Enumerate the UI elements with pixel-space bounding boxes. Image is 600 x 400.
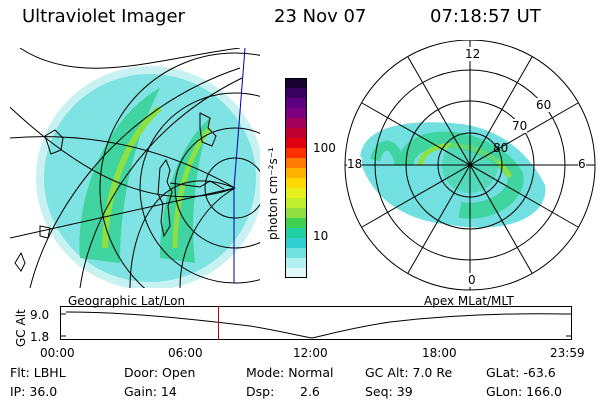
mlat-label-70: 70 — [512, 119, 528, 133]
colorbar-segment — [285, 218, 307, 229]
colorbar-segment — [285, 228, 307, 239]
alt-tick-1-8: 1.8 — [30, 330, 50, 344]
door-info: Door: Open — [124, 365, 196, 380]
dsp-value: 2.6 — [300, 384, 320, 399]
time-label: 07:18:57 UT — [430, 6, 541, 27]
time-tick-0600: 06:00 — [168, 346, 203, 360]
colorbar-segment — [285, 258, 307, 269]
geographic-panel-label: Geographic Lat/Lon — [68, 294, 186, 308]
colorbar-segment — [285, 238, 307, 249]
time-tick-0000: 00:00 — [40, 346, 75, 360]
mlt-label-18: 18 — [347, 157, 363, 171]
mode-info: Mode: Normal — [246, 365, 334, 380]
colorbar-segment — [285, 198, 307, 209]
dsp-label: Dsp: — [246, 384, 275, 399]
time-tick-1800: 18:00 — [422, 346, 457, 360]
colorbar-segment — [285, 88, 307, 99]
colorbar-segment — [285, 108, 307, 119]
colorbar-segment — [285, 148, 307, 159]
glat-info: GLat: -63.6 — [486, 365, 556, 380]
gain-info: Gain: 14 — [124, 384, 177, 399]
polar-auroral-image — [344, 40, 596, 291]
colorbar-segment — [285, 208, 307, 219]
colorbar-segment — [285, 78, 307, 89]
colorbar-segment — [285, 268, 307, 278]
time-tick-1200: 12:00 — [293, 346, 328, 360]
colorbar-segment — [285, 98, 307, 109]
altitude-plot — [60, 306, 572, 340]
colorbar-tick-10: 10 — [313, 229, 329, 243]
colorbar — [285, 78, 307, 278]
alt-axis-label: GC Alt — [14, 309, 28, 347]
mlt-label-6: 6 — [578, 157, 586, 171]
mlat-label-80: 80 — [493, 141, 509, 155]
ip-info: IP: 36.0 — [10, 384, 58, 399]
glon-info: GLon: 166.0 — [486, 384, 562, 399]
colorbar-segment — [285, 248, 307, 259]
colorbar-unit-label: photon cm⁻²s⁻¹ — [266, 147, 280, 240]
filter-info: Flt: LBHL — [10, 365, 66, 380]
mlt-label-12: 12 — [465, 47, 481, 61]
gc-alt-info: GC Alt: 7.0 Re — [365, 365, 453, 380]
alt-tick-9-0: 9.0 — [30, 308, 50, 322]
colorbar-segment — [285, 158, 307, 169]
colorbar-segment — [285, 118, 307, 129]
mlt-label-0: 0 — [468, 273, 476, 287]
geographic-auroral-image — [10, 48, 260, 288]
polar-panel-label: Apex MLat/MLT — [424, 294, 514, 308]
colorbar-tick-100: 100 — [313, 141, 336, 155]
colorbar-segment — [285, 138, 307, 149]
colorbar-segment — [285, 178, 307, 189]
colorbar-segment — [285, 188, 307, 199]
mlat-label-60: 60 — [536, 98, 552, 112]
seq-info: Seq: 39 — [365, 384, 413, 399]
colorbar-segment — [285, 168, 307, 179]
date-label: 23 Nov 07 — [274, 6, 367, 27]
colorbar-frame — [285, 78, 307, 278]
time-tick-2359: 23:59 — [550, 346, 585, 360]
colorbar-segment — [285, 128, 307, 139]
instrument-title: Ultraviolet Imager — [22, 6, 185, 27]
